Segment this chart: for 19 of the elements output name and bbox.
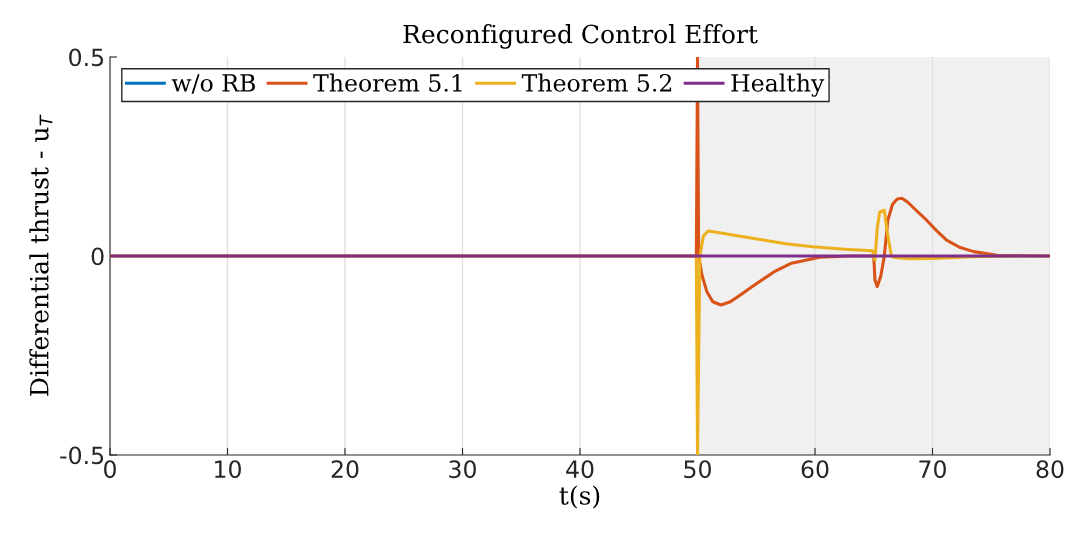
x-tick-label: 80 xyxy=(1036,460,1064,479)
x-tick-label: 40 xyxy=(566,460,594,479)
x-tick-label: 10 xyxy=(215,460,241,479)
legend-label: Theorem 5.2 xyxy=(521,73,672,92)
x-tick-label: 70 xyxy=(919,460,946,479)
x-tick-label: 20 xyxy=(331,460,359,479)
x-axis-title: t(s) xyxy=(559,485,600,509)
x-tick-label: 0 xyxy=(104,460,116,479)
legend-label: Theorem 5.1 xyxy=(313,73,462,92)
y-axis-title: Differential thrust - u$_{T}$ xyxy=(29,114,53,396)
y-tick-label: 0 xyxy=(91,247,104,266)
chart-title: Reconfigured Control Effort xyxy=(403,24,758,49)
y-tick-label: 0.5 xyxy=(69,48,104,67)
x-tick-label: 60 xyxy=(801,460,829,479)
y-tick-label: -0.5 xyxy=(60,446,104,465)
x-tick-label: 30 xyxy=(449,460,476,479)
legend-label: w/o RB xyxy=(171,74,255,94)
x-tick-label: 50 xyxy=(684,460,711,479)
legend-label: Healthy xyxy=(731,73,825,97)
